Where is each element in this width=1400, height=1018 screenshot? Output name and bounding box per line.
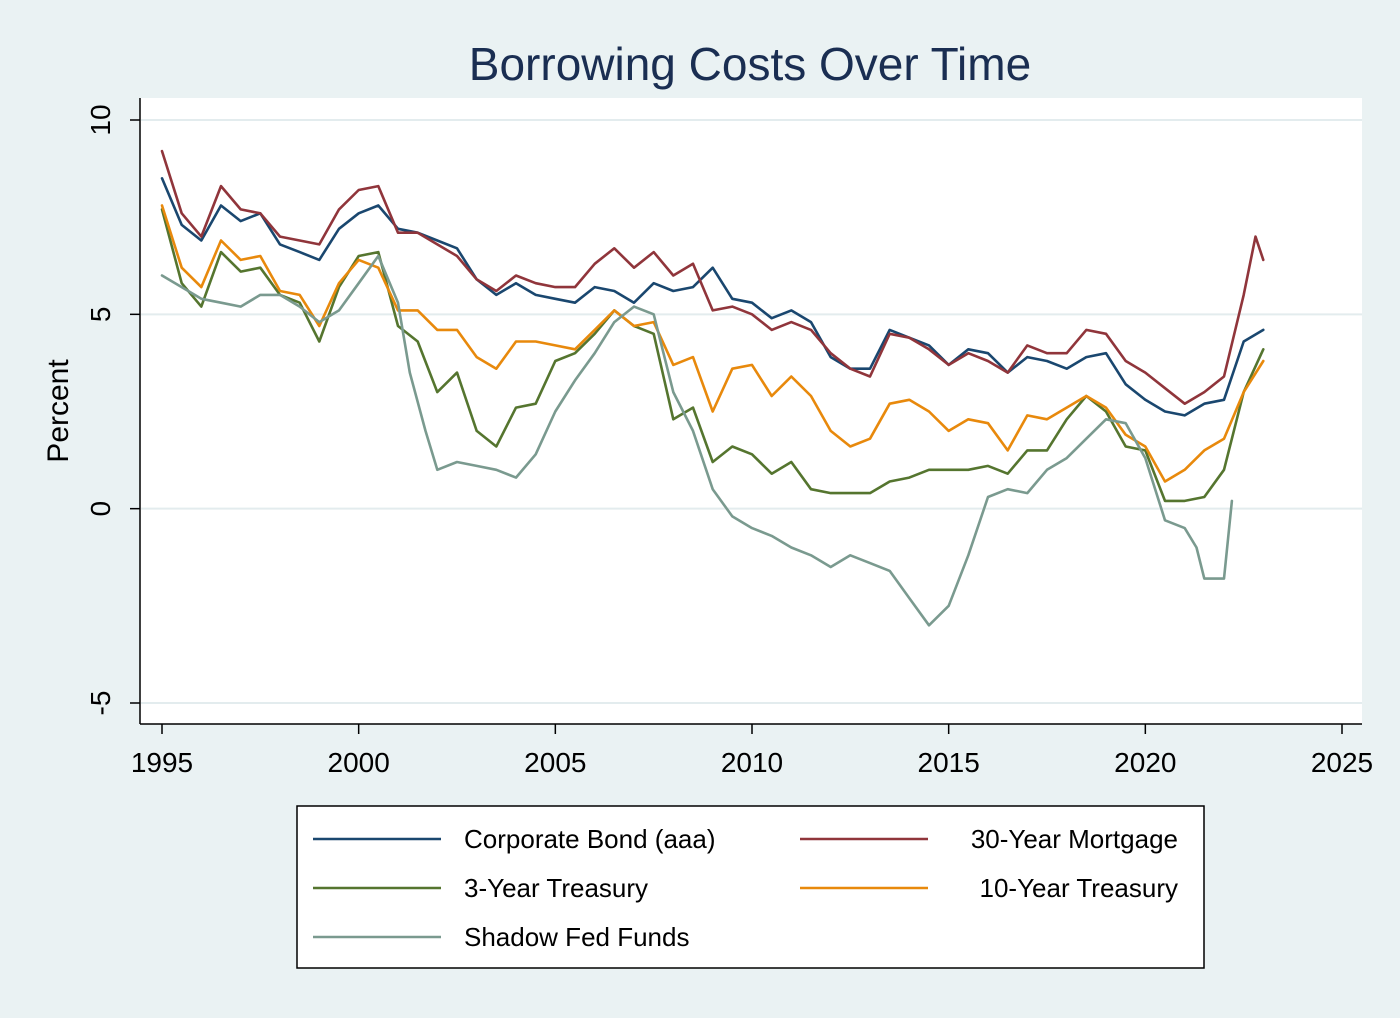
- series-line-5: [160, 254, 1234, 627]
- legend-label: Shadow Fed Funds: [464, 922, 689, 952]
- series-lines: [160, 149, 1265, 627]
- x-axis-ticks: 1995 2000 2005 2010 2015 2020 2025: [131, 724, 1373, 778]
- x-tick-label: 2005: [524, 747, 586, 778]
- legend-label: 3-Year Treasury: [464, 873, 648, 903]
- chart-title: Borrowing Costs Over Time: [469, 38, 1031, 90]
- y-tick-label: 0: [85, 501, 116, 517]
- series-line-1: [160, 177, 1265, 417]
- x-tick-label: 2020: [1114, 747, 1176, 778]
- x-tick-label: 2000: [328, 747, 390, 778]
- x-tick-label: 2015: [918, 747, 980, 778]
- legend-label: 30-Year Mortgage: [971, 824, 1178, 854]
- legend-items: Corporate Bond (aaa) 30-Year Mortgage 3-Ye…: [313, 824, 1178, 952]
- x-tick-label: 2010: [721, 747, 783, 778]
- series-line-4: [160, 204, 1265, 483]
- y-axis-ticks: -5 0 5 10: [85, 104, 140, 715]
- y-tick-label: 5: [85, 307, 116, 323]
- y-axis-label: Percent: [42, 359, 75, 463]
- x-tick-label: 2025: [1311, 747, 1373, 778]
- legend-box: [296, 805, 1205, 969]
- x-tick-label: 1995: [131, 747, 193, 778]
- plot-area: [140, 98, 1362, 724]
- series-line-2: [160, 149, 1265, 406]
- y-tick-label: 10: [85, 104, 116, 135]
- legend: Corporate Bond (aaa) 30-Year Mortgage 3-Ye…: [296, 805, 1205, 969]
- legend-label: Corporate Bond (aaa): [464, 824, 715, 854]
- y-tick-label: -5: [85, 691, 116, 716]
- legend-label: 10-Year Treasury: [980, 873, 1178, 903]
